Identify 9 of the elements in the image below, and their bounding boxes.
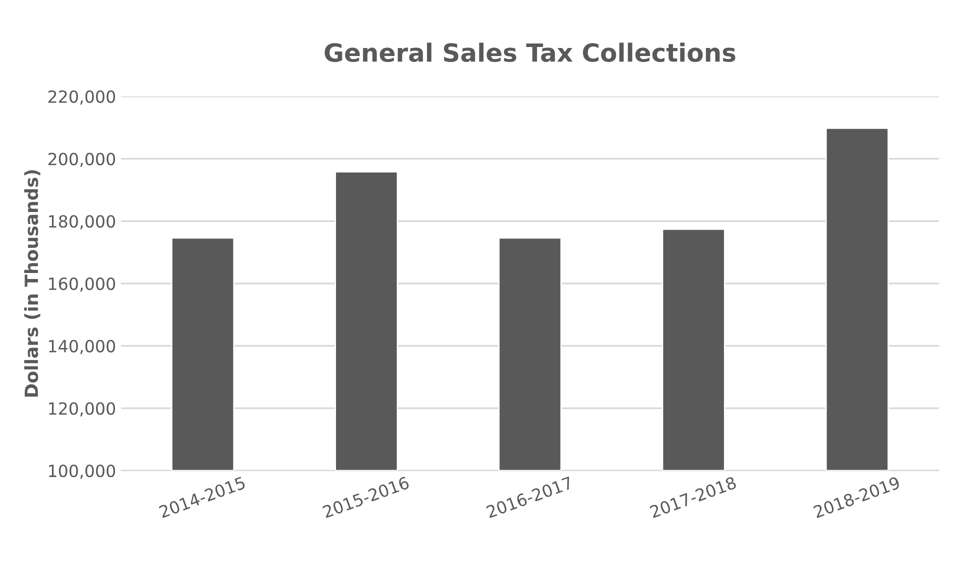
chart-title: General Sales Tax Collections <box>324 42 736 62</box>
y-tick-label: 160,000 <box>49 277 116 292</box>
y-tick-label: 220,000 <box>48 90 116 105</box>
y-tick-label: 120,000 <box>49 402 116 417</box>
y-tick-label: 140,000 <box>49 340 116 354</box>
y-tick-label: 180,000 <box>49 215 116 230</box>
y-tick-label: 200,000 <box>48 152 116 168</box>
y-tick-label: 100,000 <box>49 464 116 479</box>
y-axis-title: Dollars (in Thousands) <box>24 170 40 397</box>
